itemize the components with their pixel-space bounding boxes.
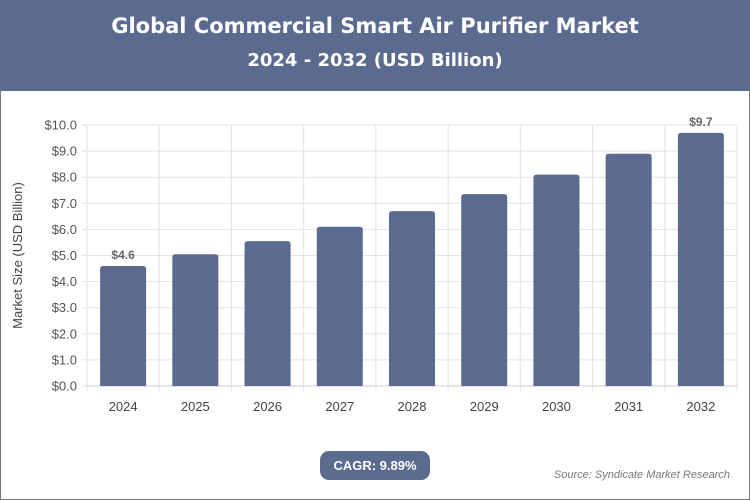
bar-2032: [677, 132, 724, 386]
y-tick-label: $3.0: [52, 300, 77, 315]
source-note: Source: Syndicate Market Research: [553, 469, 730, 481]
x-tick-label: 2024: [109, 399, 138, 414]
y-tick-label: $1.0: [52, 352, 77, 367]
y-tick-label: $10.0: [44, 118, 77, 133]
x-tick-label: 2032: [686, 399, 715, 414]
bar-2026: [244, 241, 291, 386]
bar-2031: [605, 153, 652, 386]
bar-2030: [533, 174, 580, 386]
x-tick-label: 2029: [470, 399, 499, 414]
bar-2025: [172, 254, 219, 386]
y-tick-label: $6.0: [52, 222, 77, 237]
bar-2024: [100, 265, 147, 386]
bar-2028: [389, 211, 435, 386]
y-tick-label: $0.0: [52, 379, 77, 394]
y-tick-label: $2.0: [52, 326, 77, 341]
x-tick-label: 2026: [253, 399, 282, 414]
chart-title: Global Commercial Smart Air Purifier Mar…: [111, 14, 639, 38]
y-tick-label: $9.0: [52, 144, 77, 159]
data-label: $4.6: [111, 248, 135, 262]
x-tick-label: 2027: [325, 399, 354, 414]
chart-header: Global Commercial Smart Air Purifier Mar…: [0, 0, 750, 91]
x-tick-label: 2025: [181, 399, 210, 414]
x-tick-label: 2030: [542, 399, 571, 414]
bar-2029: [461, 194, 508, 386]
y-tick-label: $5.0: [52, 248, 77, 263]
y-tick-label: $4.0: [52, 274, 77, 289]
y-axis-title: Market Size (USD Billion): [10, 182, 25, 329]
cagr-badge: CAGR: 9.89%: [320, 451, 430, 480]
y-tick-label: $7.0: [52, 196, 77, 211]
bar-2027: [316, 226, 363, 386]
x-tick-label: 2028: [398, 399, 427, 414]
y-tick-label: $8.0: [52, 170, 77, 185]
data-label: $9.7: [689, 115, 713, 129]
x-tick-label: 2031: [614, 399, 643, 414]
chart-subtitle: 2024 - 2032 (USD Billion): [247, 50, 503, 71]
